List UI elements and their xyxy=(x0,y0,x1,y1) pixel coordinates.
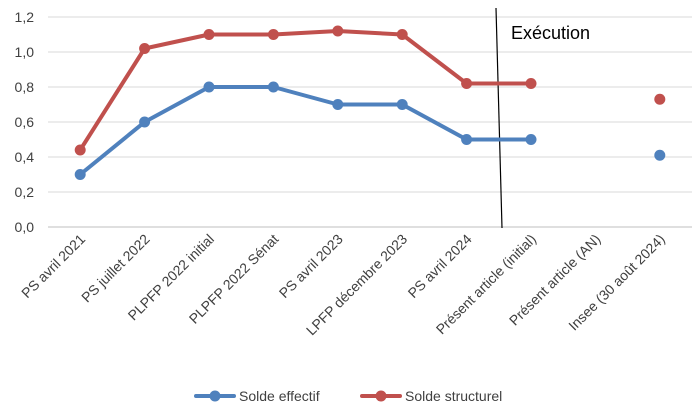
data-point xyxy=(203,81,215,93)
data-point xyxy=(525,78,537,89)
data-point xyxy=(203,29,215,40)
data-point xyxy=(74,169,86,180)
y-tick-label: 1,0 xyxy=(15,44,35,60)
data-point xyxy=(332,99,344,110)
legend-swatch-marker xyxy=(209,390,221,402)
y-tick-label: 0,4 xyxy=(15,149,35,165)
series-line xyxy=(78,29,533,152)
legend-item: Solde structurel xyxy=(360,388,502,404)
legend-swatch-marker xyxy=(375,390,387,402)
execution-separator-line xyxy=(495,7,503,229)
data-point xyxy=(654,93,666,105)
data-point xyxy=(396,99,408,110)
data-point xyxy=(396,29,408,40)
data-point xyxy=(332,25,344,37)
legend-label: Solde structurel xyxy=(405,388,502,404)
data-point xyxy=(525,134,537,145)
data-point xyxy=(654,149,666,161)
x-category-label: PS avril 2023 xyxy=(276,231,346,301)
x-category-label: PS avril 2021 xyxy=(18,231,88,301)
data-point xyxy=(139,116,151,128)
execution-annotation: Exécution xyxy=(511,23,590,43)
y-tick-label: 0,8 xyxy=(15,79,35,95)
data-point xyxy=(461,134,473,145)
series-lines xyxy=(74,25,666,180)
y-tick-label: 0,6 xyxy=(15,114,35,130)
data-point xyxy=(74,144,86,156)
series-solde-structurel xyxy=(74,25,666,156)
y-tick-label: 1,2 xyxy=(15,9,35,25)
data-point xyxy=(461,78,473,89)
series-solde-effectif xyxy=(74,81,666,180)
legend-label: Solde effectif xyxy=(239,388,320,404)
legend-item: Solde effectif xyxy=(194,388,320,404)
data-point xyxy=(267,81,279,93)
y-axis-tick-labels: 0,0 0,2 0,4 0,6 0,8 1,0 1,2 xyxy=(15,9,35,235)
y-tick-label: 0,2 xyxy=(15,184,35,200)
legend: Solde effectif Solde structurel xyxy=(194,388,502,404)
series-line xyxy=(78,85,533,177)
x-category-label: PS avril 2024 xyxy=(405,231,475,301)
y-tick-label: 0,0 xyxy=(15,219,35,235)
data-point xyxy=(139,43,151,54)
data-point xyxy=(267,29,279,40)
grid-lines xyxy=(48,16,692,228)
